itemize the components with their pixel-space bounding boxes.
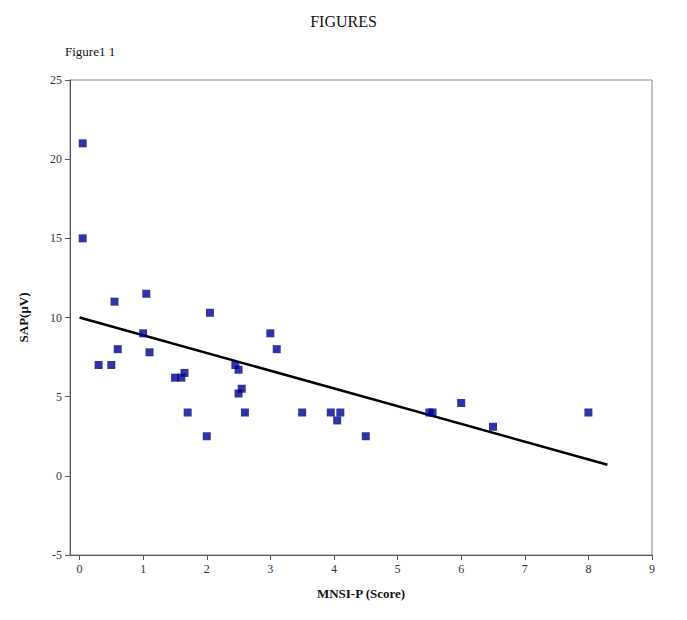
svg-text:2: 2 — [204, 562, 210, 576]
svg-text:5: 5 — [395, 562, 401, 576]
svg-text:3: 3 — [267, 562, 273, 576]
svg-text:8: 8 — [585, 562, 591, 576]
svg-text:10: 10 — [50, 311, 62, 325]
svg-text:1: 1 — [140, 562, 146, 576]
svg-text:-5: -5 — [52, 548, 62, 562]
svg-text:4: 4 — [331, 562, 337, 576]
svg-text:20: 20 — [50, 152, 62, 166]
svg-text:9: 9 — [649, 562, 655, 576]
svg-text:5: 5 — [56, 390, 62, 404]
svg-text:6: 6 — [458, 562, 464, 576]
svg-text:FIGURES: FIGURES — [310, 13, 377, 30]
svg-text:7: 7 — [522, 562, 528, 576]
svg-text:Figure1 1: Figure1 1 — [65, 44, 115, 59]
svg-text:15: 15 — [50, 231, 62, 245]
svg-text:0: 0 — [77, 562, 83, 576]
svg-text:25: 25 — [50, 73, 62, 87]
svg-text:0: 0 — [56, 469, 62, 483]
svg-text:SAP(μV): SAP(μV) — [16, 293, 31, 343]
svg-text:MNSI-P (Score): MNSI-P (Score) — [317, 586, 405, 601]
